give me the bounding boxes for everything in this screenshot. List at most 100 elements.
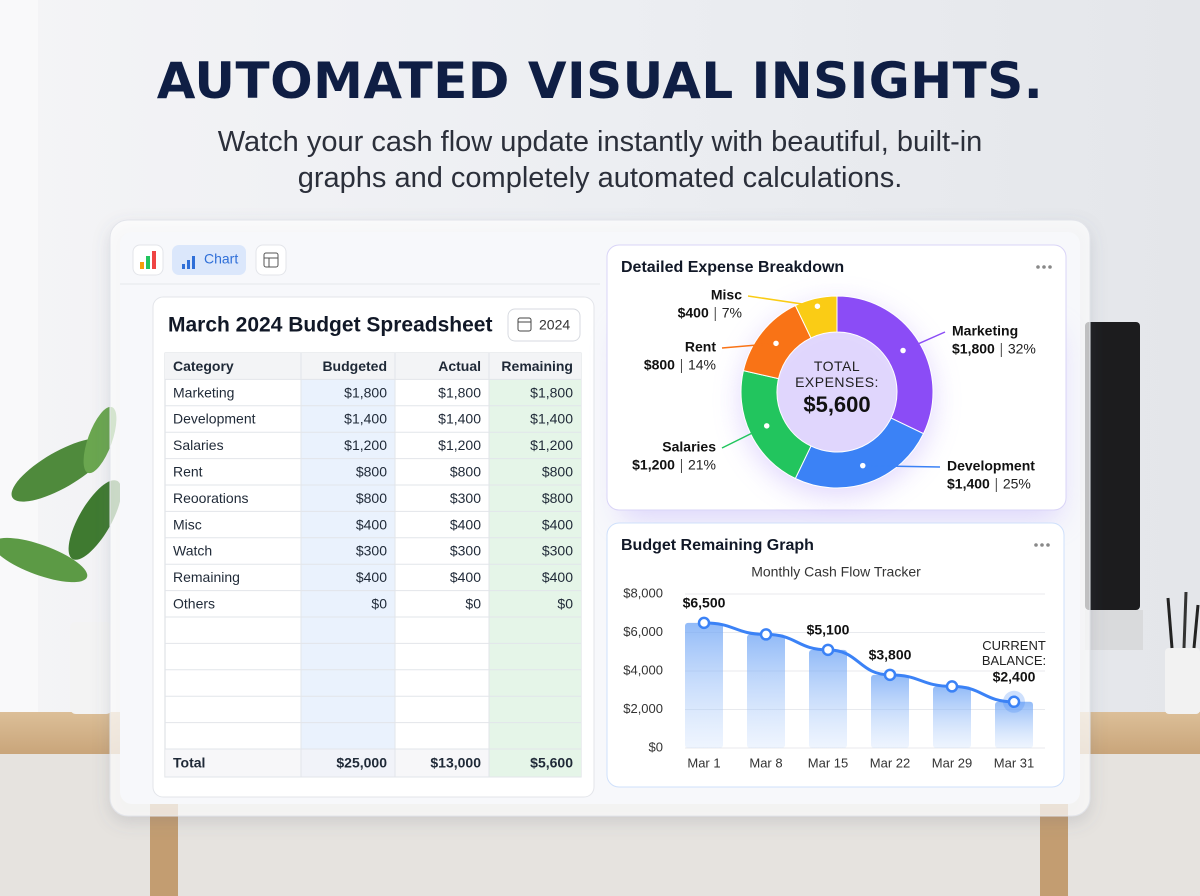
slice-percent: 25% (1003, 476, 1031, 492)
bar (809, 649, 847, 748)
value-label: $5,100 (807, 622, 850, 638)
leader-line (721, 425, 768, 449)
remain-col-fill (489, 379, 581, 777)
pen-cup (1165, 591, 1200, 714)
card-title: Budget Remaining Graph (621, 537, 814, 554)
table-cell: $0 (557, 596, 573, 612)
x-tick-label: Mar 29 (932, 755, 972, 770)
column-header: Remaining (501, 358, 573, 374)
chart-tab[interactable] (172, 245, 246, 275)
table-cell: $800 (356, 464, 387, 480)
point (759, 628, 773, 641)
table-cell: $1,800 (530, 384, 573, 400)
table-cell: $400 (450, 516, 481, 532)
table-cell: $800 (450, 464, 481, 480)
slice-name: Development (947, 458, 1035, 474)
y-tick-label: $0 (649, 739, 663, 754)
y-tick-label: $6,000 (623, 624, 663, 639)
point (1007, 695, 1021, 709)
table-cell: $1,200 (438, 437, 481, 453)
table-cell: $400 (356, 569, 387, 585)
table-cell: $800 (542, 464, 573, 480)
point (883, 668, 897, 682)
donut-slice (836, 295, 934, 435)
bar (685, 622, 723, 748)
value-label: $3,800 (869, 647, 912, 663)
year-label: 2024 (539, 317, 570, 333)
table-cell: Rent (173, 464, 203, 480)
leader-dot (813, 301, 822, 311)
line-chart: $0 $2,000 $4,000 $6,000 $8,000 Mar 1 Mar 8 Mar … (623, 585, 1047, 770)
table-cell: $1,400 (438, 411, 481, 427)
card-title: Detailed Expense Breakdown (621, 259, 844, 276)
budget-col-fill (301, 379, 395, 777)
table-cell: $300 (356, 543, 387, 559)
x-tick-label: Mar 8 (749, 755, 782, 770)
donut-chart: Marketing $1,800 32% Development $1,400 25% Sa… (632, 287, 1036, 496)
value-label: $2,400 (993, 669, 1036, 685)
center-label-box: TOTAL EXPENSES: (795, 358, 879, 390)
spreadsheet-title: March 2024 Budget Spreadsheet (168, 314, 492, 337)
x-tick-label: Mar 31 (994, 755, 1034, 770)
slice-name: Misc (711, 287, 742, 303)
leader-dot (898, 346, 908, 355)
x-tick-label: Mar 15 (808, 755, 848, 770)
column-header: Category (173, 358, 234, 374)
table-cell: $0 (371, 596, 387, 612)
table-cell: $300 (542, 543, 573, 559)
leader-dot (762, 421, 771, 431)
slice-value: $400 (678, 305, 709, 321)
table-cell: Others (173, 596, 215, 612)
header: AUTOMATED VISUAL INSIGHTS. Watch your ca… (157, 52, 1043, 194)
table-cell: $1,800 (344, 384, 387, 400)
table-cell: Development (173, 411, 256, 427)
table-cell: Misc (173, 516, 202, 532)
table-icon[interactable] (255, 244, 287, 276)
slice-percent: 21% (688, 457, 716, 473)
table-cell: $800 (542, 490, 573, 506)
y-tick-label: $4,000 (623, 662, 663, 677)
monitor (1085, 322, 1143, 650)
total-cell: $13,000 (430, 755, 481, 771)
year-button[interactable] (507, 308, 581, 342)
slice-name: Rent (685, 339, 716, 355)
table-cell: $300 (450, 490, 481, 506)
bar (747, 634, 785, 748)
y-tick-label: $2,000 (623, 701, 663, 716)
tab-label: Chart (204, 251, 238, 267)
table-cell: $1,800 (438, 384, 481, 400)
table-cell: $400 (450, 569, 481, 585)
leader-line (862, 464, 941, 468)
point (697, 616, 711, 630)
leader-line (747, 295, 818, 307)
bar (933, 686, 971, 748)
table-cell: $1,200 (530, 437, 573, 453)
column-header: Budgeted (322, 358, 387, 374)
total-cell: Total (173, 755, 205, 771)
table-cell: $800 (356, 490, 387, 506)
budget-table: Category Budgeted Actual Remaining Marketing… (164, 352, 582, 778)
center-value: $5,600 (803, 392, 870, 417)
more-menu[interactable] (1036, 265, 1052, 269)
toolbar: Chart (132, 244, 287, 276)
bar (871, 674, 909, 748)
table-cell: $1,200 (344, 437, 387, 453)
table-cell: $400 (542, 569, 573, 585)
table-cell: $1,400 (530, 411, 573, 427)
subheadline: Watch your cash flow update instantly wi… (217, 126, 983, 194)
slice-value: $1,400 (947, 476, 990, 492)
bar (995, 701, 1033, 748)
column-header: Actual (438, 358, 481, 374)
leader-dot (858, 461, 868, 470)
more-menu[interactable] (1034, 543, 1050, 547)
table-cell: $400 (542, 516, 573, 532)
total-cell: $25,000 (336, 755, 387, 771)
donut-slice (794, 295, 838, 339)
table-cell: $0 (465, 596, 481, 612)
table-cell: Remaining (173, 569, 240, 585)
center-label: TOTAL EXPENSES: (795, 358, 879, 390)
table-cell: $400 (356, 516, 387, 532)
annotation: CURRENT BALANCE: (981, 637, 1047, 668)
